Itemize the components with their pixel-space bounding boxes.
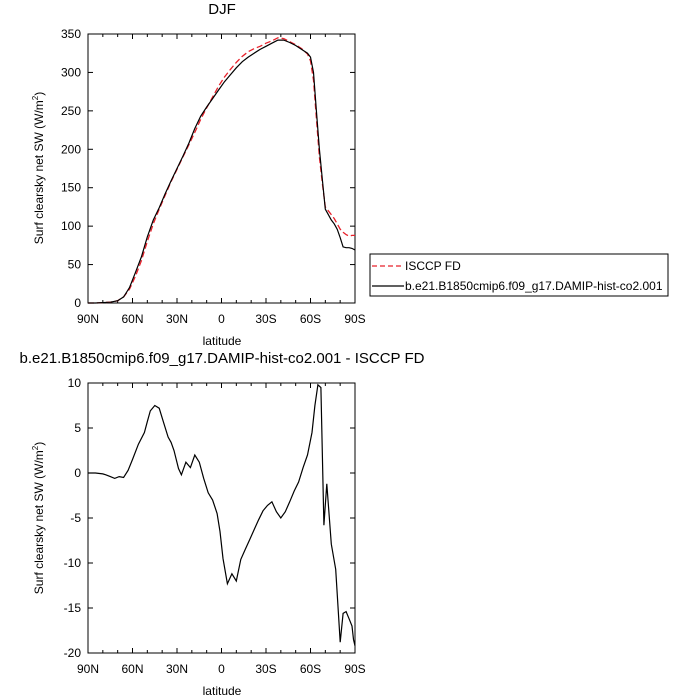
top-chart-series-line [88,39,356,304]
bottom-chart-ytick-label: 0 [74,466,81,480]
top-chart-ytick-label: 250 [61,104,81,118]
top-chart-x-ticks: 90N 60N 30N 0 30S 60S 90S [77,34,366,326]
bottom-chart-xtick-label: 60N [121,662,143,676]
top-chart-xtick-label: 30S [255,312,276,326]
bottom-chart-ytick-label: 5 [74,421,81,435]
legend-label-model: b.e21.B1850cmip6.f09_g17.DAMIP-hist-co2.… [405,279,663,293]
top-chart: DJF 90N 60N 30N 0 30S 60S 90S 0 50 100 150 200 250 3… [31,1,366,348]
top-chart-xtick-label: 90S [344,312,365,326]
top-chart-ytick-label: 200 [61,142,81,156]
bottom-chart-title: b.e21.B1850cmip6.f09_g17.DAMIP-hist-co2.… [20,350,425,367]
bottom-chart-ytick-label: -10 [64,556,82,570]
top-chart-xtick-label: 60S [300,312,321,326]
bottom-chart-xtick-label: 90N [77,662,99,676]
bottom-chart-xlabel: latitude [203,684,242,698]
top-chart-ytick-label: 50 [68,258,82,272]
bottom-chart-series-line [88,383,356,646]
top-chart-xtick-label: 90N [77,312,99,326]
top-chart-y-ticks: 0 50 100 150 200 250 300 350 [61,27,355,310]
top-chart-xtick-label: 0 [218,312,225,326]
top-chart-ytick-label: 100 [61,219,81,233]
bottom-chart-xtick-label: 60S [300,662,321,676]
top-chart-ytick-label: 150 [61,181,81,195]
bottom-chart-ytick-label: -5 [70,511,81,525]
top-chart-title: DJF [208,1,236,18]
bottom-chart-xtick-label: 30S [255,662,276,676]
top-chart-series [88,37,356,304]
top-chart-ylabel: Surf clearsky net SW (W/m2) [31,92,46,244]
bottom-chart-ytick-label: -20 [64,646,82,660]
bottom-chart-xtick-label: 0 [218,662,225,676]
bottom-chart-xtick-label: 30N [166,662,188,676]
top-chart-xtick-label: 30N [166,312,188,326]
bottom-chart-x-ticks: 90N 60N 30N 0 30S 60S 90S [77,383,366,676]
legend-label-isccp: ISCCP FD [405,259,461,273]
legend-box [369,253,669,297]
bottom-chart-series [88,383,356,646]
top-chart-series-line [88,37,355,304]
top-chart-ytick-label: 0 [74,296,81,310]
bottom-chart-xtick-label: 90S [344,662,365,676]
top-chart-xlabel: latitude [203,334,242,348]
top-chart-ytick-label: 300 [61,65,81,79]
bottom-chart-ylabel: Surf clearsky net SW (W/m2) [31,442,46,594]
bottom-chart-ytick-label: -15 [64,601,82,615]
top-chart-plot-frame [87,33,356,304]
top-chart-xtick-label: 60N [121,312,143,326]
legend: ISCCP FD b.e21.B1850cmip6.f09_g17.DAMIP-… [369,253,669,297]
bottom-chart-y-ticks: 10 5 0 -5 -10 -15 -20 [64,376,355,660]
top-chart-ytick-label: 350 [61,27,81,41]
bottom-chart-ytick-label: 10 [68,376,82,390]
bottom-chart: b.e21.B1850cmip6.f09_g17.DAMIP-hist-co2.… [20,350,425,698]
bottom-chart-plot-frame [87,382,356,654]
